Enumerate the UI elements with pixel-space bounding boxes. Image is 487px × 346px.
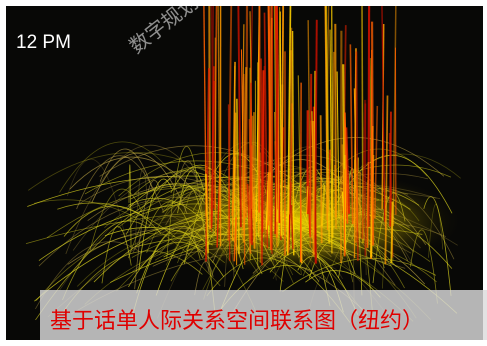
spike xyxy=(384,95,389,265)
spike xyxy=(309,120,312,248)
spike xyxy=(205,68,210,262)
spike xyxy=(253,112,256,250)
spike xyxy=(241,24,245,210)
arc xyxy=(99,148,153,189)
arc xyxy=(35,241,142,310)
spikes xyxy=(203,6,397,266)
spike xyxy=(311,120,315,256)
spike xyxy=(231,61,236,241)
spike xyxy=(277,7,281,247)
spike xyxy=(353,48,357,227)
spike xyxy=(286,6,292,256)
spike xyxy=(305,186,309,217)
spike xyxy=(217,6,221,212)
spike xyxy=(331,6,334,239)
spike xyxy=(205,173,210,254)
spike xyxy=(361,99,367,240)
spike xyxy=(274,39,279,234)
spike xyxy=(344,154,347,250)
spike xyxy=(374,105,379,219)
spike xyxy=(390,201,394,264)
spike xyxy=(242,67,248,243)
spike xyxy=(336,71,340,218)
spike xyxy=(320,184,326,227)
time-label: 12 PM xyxy=(16,32,71,53)
spike xyxy=(235,112,238,266)
spike xyxy=(261,70,265,233)
spike xyxy=(235,98,240,255)
spike xyxy=(371,21,375,246)
caption: 基于话单人际关系空间联系图（纽约） xyxy=(50,309,425,334)
spike xyxy=(366,161,370,248)
spike xyxy=(345,127,351,214)
arc xyxy=(65,145,203,255)
network-visual xyxy=(6,6,483,340)
caption-box xyxy=(40,290,487,340)
spike xyxy=(291,30,295,256)
spike xyxy=(381,6,386,222)
spike xyxy=(392,6,397,226)
spike xyxy=(299,82,302,263)
spike xyxy=(329,29,333,254)
spike xyxy=(349,44,354,225)
glow xyxy=(126,166,466,276)
spike xyxy=(267,6,273,226)
spike xyxy=(325,6,331,244)
spike xyxy=(324,6,329,230)
spike xyxy=(314,19,318,253)
spike xyxy=(233,217,237,262)
arc xyxy=(76,155,165,214)
spike xyxy=(343,112,349,224)
spike xyxy=(279,11,282,236)
spike xyxy=(208,6,211,230)
arc xyxy=(59,141,185,193)
spike xyxy=(389,111,392,227)
spike xyxy=(237,6,242,228)
spike xyxy=(290,204,294,250)
arc xyxy=(66,158,131,261)
spike xyxy=(227,104,231,261)
spike xyxy=(210,6,215,209)
spike xyxy=(334,164,338,229)
arc xyxy=(101,226,132,284)
spike xyxy=(288,27,293,215)
spike xyxy=(280,6,285,237)
spike xyxy=(355,51,359,261)
